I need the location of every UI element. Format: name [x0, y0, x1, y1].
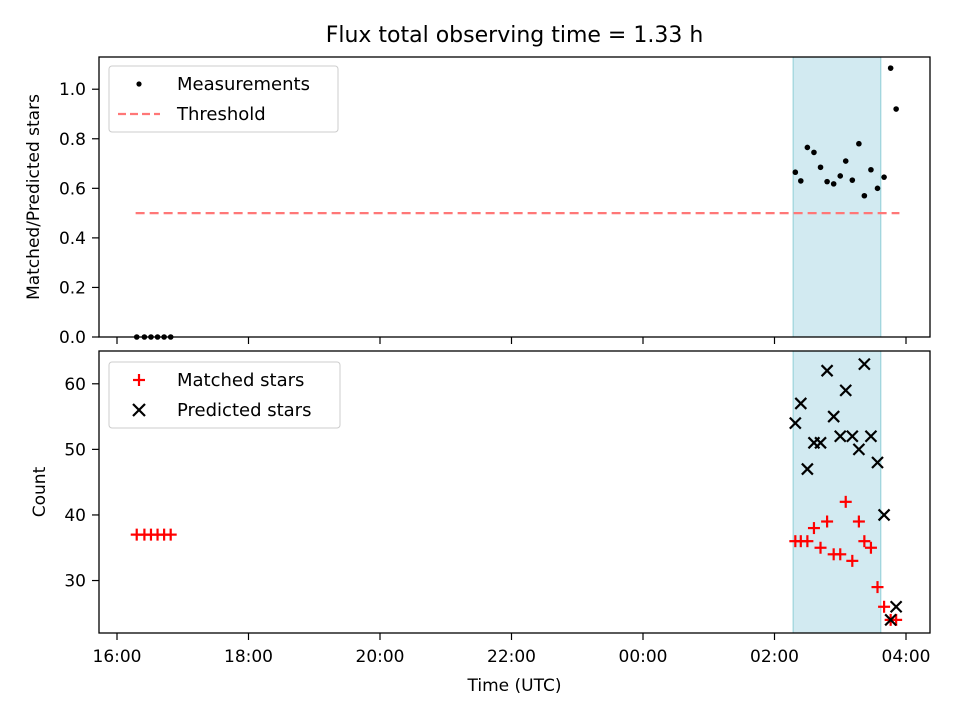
- y-tick-label: 0.8: [59, 130, 86, 150]
- measurement-point: [849, 177, 856, 183]
- top-shaded-interval: [792, 56, 882, 338]
- predicted-star-point: [839, 384, 853, 397]
- matched-star-point: [801, 535, 814, 548]
- x-tick-label: 22:00: [487, 647, 536, 667]
- bottom-legend: Matched stars Predicted stars: [108, 361, 341, 429]
- bottom-y-axis-label: Count: [30, 466, 50, 517]
- predicted-star-point: [820, 364, 834, 377]
- measurement-point: [874, 185, 881, 192]
- matched-star-point: [164, 528, 177, 541]
- matched-star-point: [858, 535, 871, 548]
- predicted-star-point: [858, 357, 871, 371]
- bottom-points-layer: [130, 357, 903, 627]
- measurement-point: [861, 192, 868, 199]
- matched-star-point: [821, 515, 834, 528]
- matched-star-point: [846, 554, 859, 567]
- predicted-star-point: [871, 456, 884, 469]
- bottom-axes: 30 40 50 60 16:00 18:00 20:00 22:00 00:00 02:00 0…: [30, 350, 931, 696]
- bottom-plot-frame: [98, 350, 931, 634]
- top-legend-box: [108, 65, 339, 133]
- y-tick-label: 0.6: [59, 179, 86, 199]
- bottom-x-ticks: 16:00 18:00 20:00 22:00 00:00 02:00 04:00: [93, 633, 931, 667]
- y-tick-label: 0.2: [59, 278, 86, 298]
- measurement-point: [868, 166, 874, 173]
- x-tick-label: 00:00: [619, 647, 668, 667]
- predicted-star-point: [852, 443, 866, 456]
- matched-star-point: [834, 548, 847, 561]
- predicted-star-point: [889, 600, 903, 614]
- top-y-axis-label: Matched/Predicted stars: [24, 94, 44, 300]
- top-shaded-interval-layer: [792, 56, 882, 338]
- predicted-star-point: [877, 508, 891, 522]
- y-tick-label: 0.0: [59, 328, 86, 348]
- predicted-star-point: [833, 429, 847, 443]
- predicted-star-point: [864, 429, 878, 443]
- measurement-point: [792, 169, 799, 176]
- legend-measurements-marker: [136, 81, 142, 87]
- legend-measurements-label: Measurements: [177, 74, 310, 95]
- predicted-star-point: [814, 436, 827, 450]
- measurement-point: [887, 65, 894, 71]
- predicted-star-point: [789, 416, 802, 430]
- legend-predicted-marker: [132, 403, 146, 417]
- measurement-point: [856, 140, 862, 147]
- bottom-shaded-interval: [792, 350, 882, 634]
- matched-star-point: [839, 495, 852, 508]
- bottom-legend-box: [108, 361, 341, 429]
- bottom-shaded-interval-layer: [792, 350, 882, 634]
- matched-star-point: [852, 515, 865, 528]
- predicted-star-point: [846, 429, 859, 443]
- measurement-point: [830, 181, 837, 187]
- x-tick-label: 18:00: [224, 647, 273, 667]
- x-tick-label: 02:00: [750, 647, 799, 667]
- measurement-point: [817, 164, 824, 171]
- predicted-star-point: [801, 462, 814, 476]
- top-axes: 0.0 0.2 0.4 0.6 0.8 1.0 Matched/Predicted sta…: [24, 56, 931, 348]
- measurement-point: [881, 174, 887, 180]
- top-y-ticks: 0.0 0.2 0.4 0.6 0.8 1.0: [59, 80, 99, 348]
- top-chart-title: Flux total observing time = 1.33 h: [326, 23, 704, 48]
- x-tick-label: 04:00: [882, 647, 931, 667]
- matched-star-point: [871, 581, 884, 594]
- predicted-star-point: [827, 410, 840, 423]
- predicted-star-point: [794, 397, 808, 410]
- y-tick-label: 30: [64, 572, 86, 592]
- measurement-point: [893, 106, 899, 112]
- matched-star-point: [807, 522, 820, 535]
- legend-matched-label: Matched stars: [177, 370, 304, 391]
- top-x-ticks: [116, 337, 907, 344]
- predicted-star-point: [884, 613, 897, 627]
- top-plot-frame: [98, 56, 931, 338]
- bottom-x-axis-label: Time (UTC): [467, 676, 562, 696]
- y-tick-label: 0.4: [59, 229, 86, 249]
- x-tick-label: 20:00: [356, 647, 405, 667]
- measurement-point: [824, 178, 830, 185]
- measurement-point: [804, 144, 811, 151]
- top-legend: Measurements Threshold: [108, 65, 339, 133]
- legend-matched-marker: [133, 374, 145, 386]
- legend-predicted-label: Predicted stars: [177, 400, 311, 421]
- matched-star-point: [878, 600, 891, 613]
- measurement-point: [798, 178, 804, 184]
- y-tick-label: 1.0: [59, 80, 86, 100]
- bottom-y-ticks: 30 40 50 60: [64, 375, 99, 592]
- y-tick-label: 40: [64, 506, 86, 526]
- matched-star-point: [814, 541, 827, 554]
- legend-threshold-label: Threshold: [176, 104, 266, 125]
- y-tick-label: 50: [64, 440, 86, 460]
- measurement-point: [842, 158, 849, 164]
- measurement-point: [811, 149, 817, 156]
- matched-star-point: [864, 541, 877, 554]
- x-tick-label: 16:00: [93, 647, 142, 667]
- y-tick-label: 60: [64, 375, 86, 395]
- measurement-point: [837, 173, 844, 179]
